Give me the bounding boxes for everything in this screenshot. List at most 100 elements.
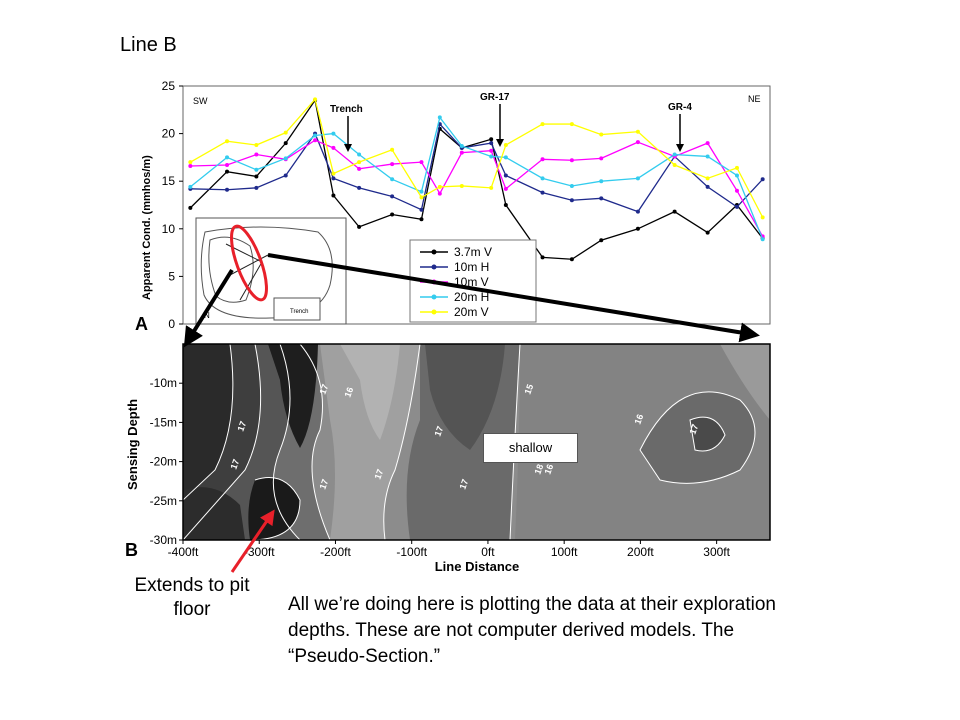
series-point <box>489 148 494 153</box>
series-point <box>635 209 640 214</box>
x-tick-label: -200ft <box>320 545 351 559</box>
series-point <box>357 166 362 171</box>
series-point <box>540 190 545 195</box>
series-point <box>419 207 424 212</box>
series-point <box>459 183 464 188</box>
annotation-gr-17: GR-17 <box>480 92 510 103</box>
series-point <box>569 183 574 188</box>
series-point <box>705 184 710 189</box>
series-point <box>419 189 424 194</box>
series-point <box>599 156 604 161</box>
contour-label: 17 <box>317 478 330 491</box>
series-point <box>599 179 604 184</box>
y-tick-label: -30m <box>150 533 177 547</box>
series-point <box>390 162 395 167</box>
series-point <box>188 163 193 168</box>
series-point <box>357 152 362 157</box>
corner-label-ne: NE <box>748 94 761 104</box>
series-point <box>635 176 640 181</box>
series-point <box>313 97 318 102</box>
series-point <box>357 185 362 190</box>
series-point <box>331 131 336 136</box>
series-point <box>283 141 288 146</box>
series-point <box>635 140 640 145</box>
series-point <box>390 212 395 217</box>
series-point <box>760 177 765 182</box>
series-point <box>672 163 677 168</box>
series-point <box>225 139 230 144</box>
contour-label: 17 <box>228 458 241 471</box>
contour-label: 16 <box>632 413 645 426</box>
section-field <box>183 344 770 540</box>
series-point <box>503 155 508 160</box>
series-point <box>188 160 193 165</box>
contour-line <box>639 391 756 484</box>
y-tick-label: -15m <box>150 415 177 429</box>
series-point <box>635 129 640 134</box>
series-point <box>188 205 193 210</box>
contour-line <box>383 344 421 540</box>
series-point <box>419 160 424 165</box>
y-axis-label: Sensing Depth <box>125 399 140 490</box>
callout-extends-pit-floor: Extends to pit floor <box>134 575 250 620</box>
series-point <box>254 143 259 148</box>
series-point <box>437 184 442 189</box>
series-point <box>254 185 259 190</box>
series-point <box>331 171 336 176</box>
x-tick-label: 300ft <box>703 545 730 559</box>
contour-label: 17 <box>687 423 700 436</box>
series-point <box>459 143 464 148</box>
series-point <box>705 230 710 235</box>
y-tick-label: -20m <box>150 455 177 469</box>
y-tick-label: 20 <box>162 127 176 141</box>
x-tick-label: 0ft <box>481 545 495 559</box>
series-point <box>225 155 230 160</box>
series-point <box>734 173 739 178</box>
series-point <box>390 177 395 182</box>
x-tick-label: -300ft <box>244 545 275 559</box>
contour-line <box>689 416 726 452</box>
series-point <box>419 217 424 222</box>
series-point <box>705 154 710 159</box>
series-point <box>540 122 545 127</box>
series-point <box>599 196 604 201</box>
annotation-gr-4: GR-4 <box>668 102 692 113</box>
series-point <box>331 176 336 181</box>
series-point <box>283 156 288 161</box>
annotation-trench: Trench <box>330 104 363 115</box>
series-point <box>503 203 508 207</box>
series-point <box>283 173 288 178</box>
y-tick-label: -10m <box>150 376 177 390</box>
contour-region-14 <box>720 344 770 420</box>
chart-b-frame <box>182 343 771 541</box>
series-point <box>459 150 464 155</box>
contour-label: 17 <box>235 420 248 433</box>
y-tick-label: 10 <box>162 222 176 236</box>
series-point <box>734 165 739 170</box>
series-point <box>635 226 640 231</box>
series-point <box>437 115 442 120</box>
contour-label: 17 <box>457 478 470 491</box>
series-point <box>489 137 494 142</box>
contour-region-10 <box>425 344 505 450</box>
series-point <box>540 157 545 162</box>
contour-line <box>299 344 331 540</box>
series-point <box>489 185 494 190</box>
contour-line <box>272 344 301 540</box>
series-point <box>705 141 710 146</box>
x-tick-label: -400ft <box>168 545 199 559</box>
series-point <box>503 186 508 191</box>
series-point <box>760 215 765 220</box>
series-point <box>599 132 604 137</box>
annotation-arrowhead <box>344 144 352 152</box>
series-point <box>569 158 574 163</box>
contour-region-13 <box>690 417 725 451</box>
series-point <box>419 195 424 200</box>
series-point <box>225 163 230 168</box>
series-point <box>489 154 494 159</box>
series-point <box>357 160 362 165</box>
corner-label-sw: SW <box>193 96 208 106</box>
series-point <box>313 138 318 143</box>
contour-region-6 <box>183 487 245 540</box>
series-point <box>357 224 362 229</box>
